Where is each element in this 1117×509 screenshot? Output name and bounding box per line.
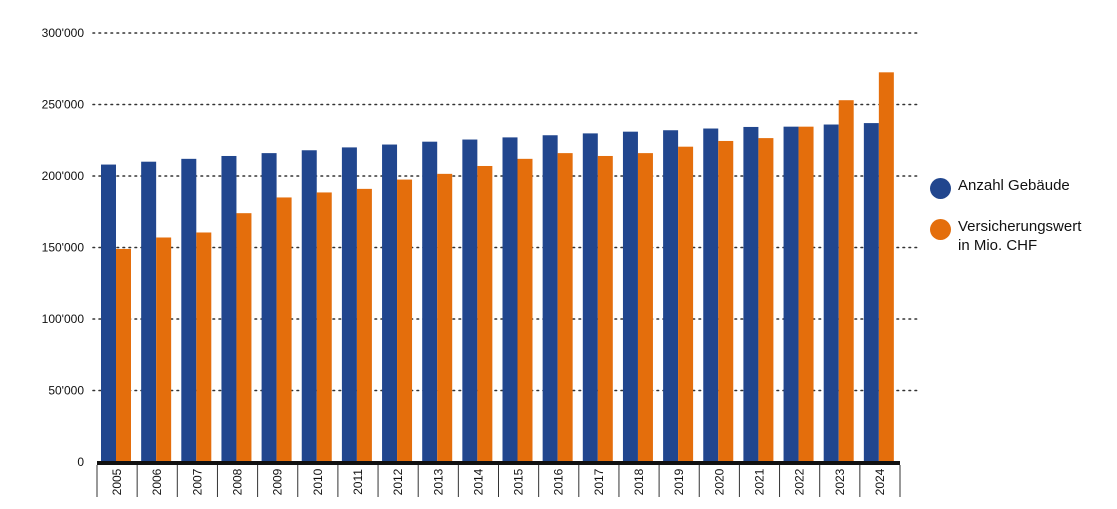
x-tick-label: 2008 <box>231 468 245 495</box>
bar-versicherungswert-2019 <box>678 146 694 462</box>
bar-anzahl-gebaeude-2020 <box>703 128 719 463</box>
x-tick-label: 2021 <box>752 468 766 495</box>
bar-versicherungswert-2015 <box>517 158 533 462</box>
legend-swatch-orange <box>930 219 951 240</box>
bar-versicherungswert-2020 <box>718 140 734 462</box>
x-tick-label: 2013 <box>431 468 445 495</box>
bar-versicherungswert-2005 <box>116 248 131 462</box>
bar-anzahl-gebaeude-2016 <box>542 135 558 462</box>
bar-anzahl-gebaeude-2015 <box>502 137 518 462</box>
bars <box>101 72 894 463</box>
bar-anzahl-gebaeude-2024 <box>863 123 879 462</box>
y-tick-label: 150'000 <box>42 241 85 255</box>
bar-anzahl-gebaeude-2013 <box>422 141 438 462</box>
bar-versicherungswert-2013 <box>437 173 453 463</box>
legend-item-versicherungswert: Versicherungswert in Mio. CHF <box>930 217 1117 255</box>
y-tick-label: 200'000 <box>42 169 85 183</box>
x-tick-label: 2012 <box>391 468 405 495</box>
x-tick-label: 2009 <box>271 468 285 495</box>
bar-versicherungswert-2010 <box>316 192 332 462</box>
bar-versicherungswert-2009 <box>276 197 292 462</box>
x-tick-label: 2006 <box>150 468 164 495</box>
bar-versicherungswert-2016 <box>557 153 573 462</box>
x-axis <box>96 461 901 497</box>
legend-swatch-blue <box>930 178 951 199</box>
bar-anzahl-gebaeude-2022 <box>783 126 799 462</box>
legend: Anzahl Gebäude Versicherungswert in Mio.… <box>930 176 1117 273</box>
legend-label-line2: in Mio. CHF <box>958 237 1038 254</box>
bar-anzahl-gebaeude-2012 <box>382 144 398 463</box>
x-tick-label: 2005 <box>110 468 124 495</box>
bar-versicherungswert-2018 <box>637 153 653 462</box>
y-axis-labels: 0 50'000 100'000 150'000 200'000 250'000 300'0… <box>42 26 85 469</box>
x-tick-label: 2010 <box>311 468 325 495</box>
bar-anzahl-gebaeude-2021 <box>743 126 759 463</box>
bar-anzahl-gebaeude-2008 <box>221 155 237 463</box>
legend-label-line1: Versicherungswert <box>958 218 1082 235</box>
bar-anzahl-gebaeude-2005 <box>101 164 116 462</box>
legend-item-anzahl-gebaeude: Anzahl Gebäude <box>930 176 1117 199</box>
y-tick-label: 100'000 <box>42 312 85 326</box>
bar-anzahl-gebaeude-2007 <box>181 158 197 462</box>
x-tick-label: 2011 <box>351 469 365 495</box>
x-tick-label: 2017 <box>592 468 606 495</box>
bar-anzahl-gebaeude-2010 <box>301 150 317 462</box>
bar-anzahl-gebaeude-2009 <box>261 153 277 462</box>
bar-versicherungswert-2021 <box>758 138 774 463</box>
x-tick-label: 2015 <box>512 468 526 495</box>
bar-anzahl-gebaeude-2011 <box>341 147 357 462</box>
legend-label: Versicherungswert in Mio. CHF <box>958 217 1081 255</box>
bar-versicherungswert-2023 <box>838 100 854 463</box>
x-tick-label: 2019 <box>672 468 686 495</box>
bar-versicherungswert-2007 <box>196 232 212 462</box>
bar-versicherungswert-2014 <box>477 165 493 463</box>
x-axis-labels: 2005 2006 2007 2008 2009 2010 2011 2012 2013 2014… <box>110 468 887 495</box>
bar-anzahl-gebaeude-2018 <box>622 131 638 463</box>
y-tick-label: 50'000 <box>48 384 84 398</box>
x-tick-label: 2023 <box>833 468 847 495</box>
bar-versicherungswert-2012 <box>397 179 413 462</box>
x-tick-label: 2007 <box>190 468 204 495</box>
x-tick-label: 2016 <box>552 468 566 495</box>
x-tick-label: 2014 <box>471 468 485 495</box>
bar-anzahl-gebaeude-2017 <box>582 133 598 463</box>
x-axis-line <box>97 461 900 465</box>
y-tick-label: 300'000 <box>42 26 85 40</box>
x-tick-label: 2020 <box>712 468 726 495</box>
bar-anzahl-gebaeude-2023 <box>823 124 839 463</box>
legend-label: Anzahl Gebäude <box>958 177 1070 194</box>
bar-versicherungswert-2017 <box>597 155 613 463</box>
bar-versicherungswert-2006 <box>156 237 172 462</box>
bar-anzahl-gebaeude-2006 <box>141 161 157 462</box>
y-tick-label: 0 <box>77 455 84 469</box>
x-tick-label: 2018 <box>632 468 646 495</box>
y-tick-label: 250'000 <box>42 98 85 112</box>
x-tick-label: 2024 <box>873 468 887 495</box>
bar-anzahl-gebaeude-2019 <box>663 130 679 463</box>
bar-versicherungswert-2022 <box>798 126 814 462</box>
bar-versicherungswert-2008 <box>236 213 252 462</box>
bar-anzahl-gebaeude-2014 <box>462 139 478 462</box>
x-tick-label: 2022 <box>793 468 807 495</box>
bar-versicherungswert-2024 <box>878 72 894 462</box>
bar-versicherungswert-2011 <box>356 188 372 462</box>
